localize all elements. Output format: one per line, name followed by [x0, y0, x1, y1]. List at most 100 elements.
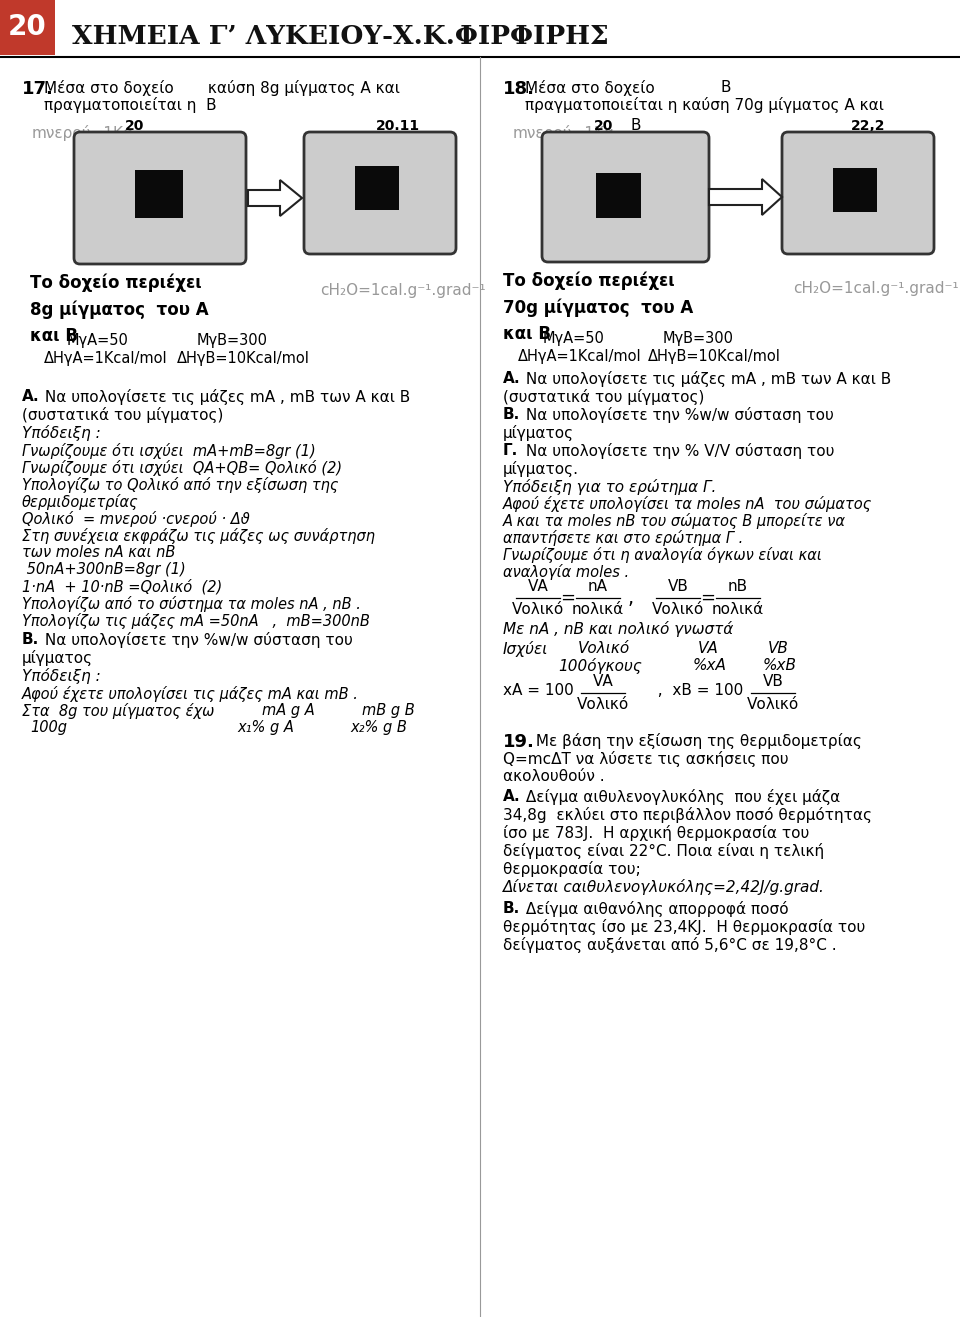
Text: 1·nΑ  + 10·nΒ =Qολικό  (2): 1·nΑ + 10·nΒ =Qολικό (2)	[22, 579, 223, 594]
Bar	[833, 169, 877, 212]
Text: 19.: 19.	[503, 734, 535, 751]
Text: Υπόδειξη :: Υπόδειξη :	[22, 668, 101, 684]
Text: πραγματοποιείται η καύση 70g μίγματος Α και: πραγματοποιείται η καύση 70g μίγματος Α …	[525, 97, 884, 113]
Text: Υπολογίζω το Qολικό από την εξίσωση της: Υπολογίζω το Qολικό από την εξίσωση της	[22, 477, 339, 493]
Text: cΗ₂Ο=1cal.g⁻¹.grad⁻¹: cΗ₂Ο=1cal.g⁻¹.grad⁻¹	[320, 283, 486, 298]
Text: 100όγκους: 100όγκους	[558, 658, 642, 674]
Text: VΒ: VΒ	[768, 641, 789, 656]
Text: ,  xΒ = 100: , xΒ = 100	[648, 684, 743, 698]
Text: B.: B.	[503, 407, 520, 421]
Text: θερμότητας ίσο με 23,4KJ.  Η θερμοκρασία του: θερμότητας ίσο με 23,4KJ. Η θερμοκρασία …	[503, 919, 865, 935]
Text: cΗ₂Ο=1cal.g⁻¹.grad⁻¹: cΗ₂Ο=1cal.g⁻¹.grad⁻¹	[793, 281, 959, 296]
Text: μίγματος.: μίγματος.	[503, 461, 579, 477]
Text: Γ.: Γ.	[503, 443, 518, 458]
Text: Ισχύει: Ισχύει	[503, 641, 548, 657]
Text: ΔΗγΒ=10Kcal/mol: ΔΗγΒ=10Kcal/mol	[648, 349, 780, 363]
FancyBboxPatch shape	[542, 132, 709, 262]
Text: δείγματος αυξάνεται από 5,6°C σε 19,8°C .: δείγματος αυξάνεται από 5,6°C σε 19,8°C …	[503, 936, 836, 954]
Bar	[355, 166, 399, 209]
Text: 20: 20	[126, 119, 145, 133]
Text: Με nΑ , nΒ και nολικό γνωστά: Με nΑ , nΒ και nολικό γνωστά	[503, 622, 733, 637]
Text: Μέσα στο δοχείο: Μέσα στο δοχείο	[525, 80, 655, 96]
Text: Υπόδειξη :: Υπόδειξη :	[22, 425, 101, 441]
Text: nολικά: nολικά	[712, 602, 764, 616]
Text: μίγματος: μίγματος	[22, 651, 93, 666]
Text: 34,8g  εκλύει στο περιβάλλον ποσό θερμότητας: 34,8g εκλύει στο περιβάλλον ποσό θερμότη…	[503, 807, 872, 823]
Text: ακολουθούν .: ακολουθούν .	[503, 769, 605, 784]
Text: ΧΗΜΕΙΑ Γ’ ΛΥΚΕΙΟΥ-Χ.Κ.ΦΙΡΦΙΡΗΣ: ΧΗΜΕΙΑ Γ’ ΛΥΚΕΙΟΥ-Χ.Κ.ΦΙΡΦΙΡΗΣ	[72, 25, 609, 50]
Text: Το δοχείο περιέχει
70g μίγματος  του Α
και Β: Το δοχείο περιέχει 70g μίγματος του Α κα…	[503, 271, 693, 344]
Text: B: B	[630, 119, 640, 133]
Text: Να υπολογίσετε την %w/w σύσταση του: Να υπολογίσετε την %w/w σύσταση του	[40, 632, 353, 648]
Text: Να υπολογίσετε την %w/w σύσταση του: Να υπολογίσετε την %w/w σύσταση του	[521, 407, 834, 423]
Text: 100g: 100g	[30, 720, 67, 735]
Text: ,: ,	[628, 589, 634, 607]
Text: Να υπολογίσετε τις μάζες mΑ , mΒ των Α και Β: Να υπολογίσετε τις μάζες mΑ , mΒ των Α κ…	[40, 389, 410, 406]
Text: ΔΗγΒ=10Kcal/mol: ΔΗγΒ=10Kcal/mol	[177, 352, 310, 366]
FancyBboxPatch shape	[782, 132, 934, 254]
Text: %xΑ: %xΑ	[693, 658, 727, 673]
Text: (συστατικά του μίγματος): (συστατικά του μίγματος)	[503, 389, 705, 406]
Text: αναλογία moles .: αναλογία moles .	[503, 564, 629, 579]
Text: A.: A.	[503, 789, 520, 803]
Text: x₂% g B: x₂% g B	[350, 720, 407, 735]
Text: Να υπολογίσετε τις μάζες mΑ , mΒ των Α και Β: Να υπολογίσετε τις μάζες mΑ , mΒ των Α κ…	[521, 371, 891, 387]
Text: Γνωρίζουμε ότι ισχύει  mΑ+mΒ=8gr (1): Γνωρίζουμε ότι ισχύει mΑ+mΒ=8gr (1)	[22, 443, 316, 460]
Text: =: =	[701, 589, 715, 607]
Text: ΔΗγΑ=1Kcal/mol: ΔΗγΑ=1Kcal/mol	[518, 349, 641, 363]
Polygon shape	[709, 179, 782, 215]
Text: Vολικό: Vολικό	[652, 602, 704, 616]
Text: nολικά: nολικά	[572, 602, 624, 616]
Text: Δείγμα αιθυλενογλυκόλης  που έχει μάζα: Δείγμα αιθυλενογλυκόλης που έχει μάζα	[521, 789, 840, 805]
Text: MγΒ=300: MγΒ=300	[663, 331, 734, 346]
Text: %xΒ: %xΒ	[763, 658, 797, 673]
Bar	[596, 173, 641, 219]
Text: Στα  8g του μίγματος έχω: Στα 8g του μίγματος έχω	[22, 703, 214, 719]
Text: Δείγμα αιθανόλης απορροφά ποσό: Δείγμα αιθανόλης απορροφά ποσό	[521, 901, 788, 917]
Text: Στη συνέχεια εκφράζω τις μάζες ως συνάρτηση: Στη συνέχεια εκφράζω τις μάζες ως συνάρτ…	[22, 528, 375, 544]
Text: MγΒ=300: MγΒ=300	[197, 333, 268, 348]
Text: VΒ: VΒ	[667, 579, 688, 594]
Text: απαντήσετε και στο ερώτημα Γ .: απαντήσετε και στο ερώτημα Γ .	[503, 529, 743, 547]
Text: Γνωρίζουμε ότι ισχύει  QΑ+QΒ= Qολικό (2): Γνωρίζουμε ότι ισχύει QΑ+QΒ= Qολικό (2)	[22, 460, 342, 475]
Text: Υπόδειξη για το ερώτημα Γ.: Υπόδειξη για το ερώτημα Γ.	[503, 479, 716, 495]
Text: Με βάση την εξίσωση της θερμιδομετρίας: Με βάση την εξίσωση της θερμιδομετρίας	[531, 734, 862, 749]
Text: nΑ: nΑ	[588, 579, 608, 594]
Text: B.: B.	[503, 901, 520, 917]
FancyBboxPatch shape	[304, 132, 456, 254]
Text: =: =	[561, 589, 575, 607]
Text: mΒ g B: mΒ g B	[362, 703, 415, 718]
Text: 20.11: 20.11	[376, 119, 420, 133]
Text: A.: A.	[503, 371, 520, 386]
Text: μίγματος: μίγματος	[503, 425, 574, 441]
Text: Αφού έχετε υπολογίσει τα moles nΑ  του σώματος: Αφού έχετε υπολογίσει τα moles nΑ του σώ…	[503, 497, 873, 512]
Text: 17.: 17.	[22, 80, 54, 97]
Text: Να υπολογίσετε την % V/V σύσταση του: Να υπολογίσετε την % V/V σύσταση του	[521, 443, 834, 460]
Text: VΑ: VΑ	[698, 641, 719, 656]
Text: των moles nΑ και nΒ: των moles nΑ και nΒ	[22, 545, 176, 560]
Text: mΑ g A: mΑ g A	[262, 703, 315, 718]
Text: VΒ: VΒ	[762, 674, 783, 689]
Text: Vολικό: Vολικό	[578, 641, 631, 656]
FancyBboxPatch shape	[74, 132, 246, 263]
Text: VΑ: VΑ	[592, 674, 613, 689]
Text: δείγματος είναι 22°C. Ποια είναι η τελική: δείγματος είναι 22°C. Ποια είναι η τελικ…	[503, 843, 824, 859]
Text: mνερού=1Kg: mνερού=1Kg	[513, 125, 614, 141]
Text: Qολικό  = mνερού ·cνερού · Δϑ: Qολικό = mνερού ·cνερού · Δϑ	[22, 511, 250, 527]
Text: Υπολογίζω τις μάζες mΑ =50nΑ   ,  mΒ=300nΒ: Υπολογίζω τις μάζες mΑ =50nΑ , mΒ=300nΒ	[22, 612, 370, 630]
Text: Q=mcΔT να λύσετε τις ασκήσεις που: Q=mcΔT να λύσετε τις ασκήσεις που	[503, 751, 788, 766]
Bar	[135, 170, 183, 219]
Text: Αφού έχετε υπολογίσει τις μάζες mΑ και mΒ .: Αφού έχετε υπολογίσει τις μάζες mΑ και m…	[22, 686, 359, 702]
Text: 22,2: 22,2	[851, 119, 885, 133]
Text: θερμοκρασία του;: θερμοκρασία του;	[503, 861, 640, 877]
Text: mνερού=1Kg: mνερού=1Kg	[32, 125, 133, 141]
Text: 18.: 18.	[503, 80, 535, 97]
Text: MγΑ=50: MγΑ=50	[67, 333, 129, 348]
Text: Μέσα στο δοχείο       καύση 8g μίγματος Α και: Μέσα στο δοχείο καύση 8g μίγματος Α και	[44, 80, 400, 96]
Text: ίσο με 783J.  Η αρχική θερμοκρασία του: ίσο με 783J. Η αρχική θερμοκρασία του	[503, 824, 809, 842]
Text: A.: A.	[22, 389, 39, 404]
Text: 20: 20	[594, 119, 613, 133]
Text: nΒ: nΒ	[728, 579, 748, 594]
Polygon shape	[248, 180, 302, 216]
Text: x₁% g A: x₁% g A	[237, 720, 294, 735]
